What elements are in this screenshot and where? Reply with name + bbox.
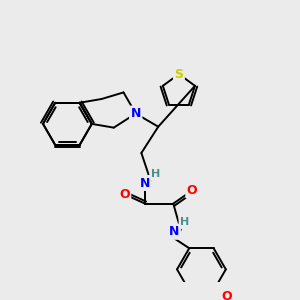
Text: H: H [151, 169, 160, 178]
Text: O: O [187, 184, 197, 197]
Text: N: N [169, 225, 179, 238]
Text: N: N [140, 176, 150, 190]
Text: O: O [119, 188, 130, 201]
Text: H: H [180, 218, 189, 227]
Text: N: N [130, 107, 141, 120]
Text: S: S [174, 68, 183, 81]
Text: O: O [221, 290, 232, 300]
